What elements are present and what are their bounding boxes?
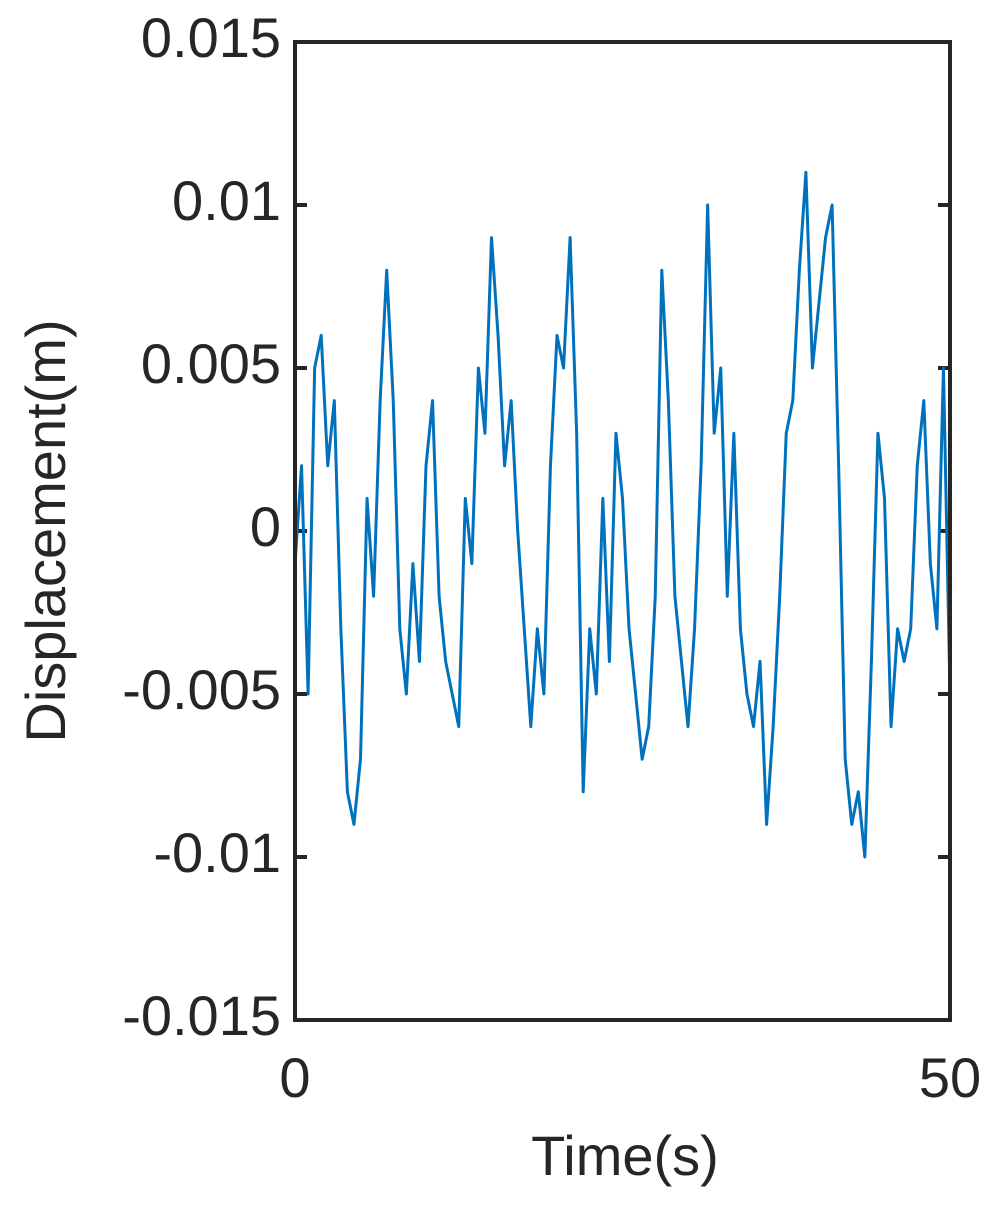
y-tick-label: 0.01 xyxy=(172,169,281,232)
data-line xyxy=(293,170,952,859)
x-axis-label: Time(s) xyxy=(531,1124,719,1187)
y-tick-label: 0 xyxy=(250,495,281,558)
y-tick-label: -0.015 xyxy=(122,984,281,1047)
y-tick-label: -0.01 xyxy=(153,821,281,884)
x-tick-label: 50 xyxy=(919,1046,981,1109)
y-tick-label: 0.015 xyxy=(141,6,281,69)
y-tick-label: 0.005 xyxy=(141,332,281,395)
plot-frame xyxy=(293,40,952,1022)
y-tick-label: -0.005 xyxy=(122,658,281,721)
x-tick-label: 0 xyxy=(279,1046,310,1109)
y-axis-label: Displacement(m) xyxy=(14,319,77,742)
